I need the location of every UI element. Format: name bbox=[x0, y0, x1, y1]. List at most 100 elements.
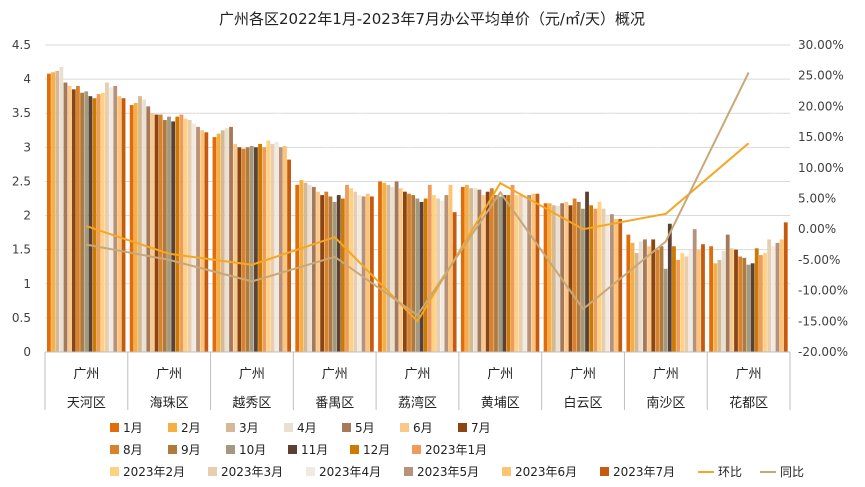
bar bbox=[76, 85, 80, 353]
bar bbox=[676, 259, 681, 352]
category-label: 荔湾区 bbox=[398, 395, 437, 411]
bar bbox=[551, 205, 556, 352]
bar bbox=[311, 186, 316, 352]
bar bbox=[494, 195, 498, 352]
y2-tick-label: 0.00% bbox=[798, 222, 836, 236]
bar bbox=[96, 94, 101, 353]
bar bbox=[204, 132, 209, 352]
bar bbox=[287, 159, 291, 352]
legend-swatch bbox=[306, 467, 315, 476]
bar bbox=[498, 196, 503, 352]
group-label: 广州 bbox=[156, 367, 182, 382]
legend-label: 1月 bbox=[123, 421, 143, 435]
bar bbox=[535, 193, 540, 352]
bar bbox=[783, 222, 788, 352]
bar bbox=[709, 246, 714, 352]
legend-label: 8月 bbox=[123, 443, 143, 457]
bar bbox=[171, 121, 176, 352]
bar bbox=[721, 251, 726, 352]
bar bbox=[564, 201, 569, 352]
line-series bbox=[86, 142, 750, 323]
y-tick-label: 0.5 bbox=[12, 311, 31, 325]
bar bbox=[345, 184, 349, 352]
bar bbox=[121, 98, 126, 353]
bar bbox=[672, 246, 676, 352]
category-label: 花都区 bbox=[729, 395, 768, 411]
bar bbox=[593, 208, 598, 352]
axis-layer: 0 0.5 1 1.5 2 2.5 3 3.5 4 4.5 -20.00% -15.00% -10.00… bbox=[12, 38, 848, 411]
bar bbox=[667, 223, 672, 352]
legend-label: 10月 bbox=[239, 443, 266, 457]
legend-label: 2023年6月 bbox=[515, 465, 577, 479]
y-tick-label: 4.5 bbox=[12, 38, 31, 52]
line-series bbox=[86, 72, 750, 317]
bar bbox=[680, 253, 685, 352]
lines-layer bbox=[86, 72, 750, 323]
bar bbox=[440, 200, 445, 352]
bar bbox=[779, 239, 784, 352]
bar bbox=[378, 181, 382, 352]
legend-swatch bbox=[208, 467, 217, 476]
group-label: 广州 bbox=[570, 367, 596, 382]
legend-label: 2023年1月 bbox=[425, 443, 487, 457]
bar bbox=[278, 147, 283, 352]
category-label: 白云区 bbox=[564, 395, 603, 411]
bar bbox=[717, 259, 722, 352]
bar bbox=[398, 188, 403, 352]
bar bbox=[543, 203, 548, 352]
bar bbox=[663, 268, 668, 352]
bar bbox=[597, 201, 602, 352]
bar bbox=[254, 147, 258, 352]
legend-swatch bbox=[350, 445, 359, 454]
group-label: 广州 bbox=[239, 367, 265, 382]
bar bbox=[229, 126, 233, 353]
bar bbox=[382, 182, 387, 352]
y-tick-label: 2 bbox=[23, 209, 31, 223]
bar bbox=[262, 147, 267, 352]
bar bbox=[303, 182, 308, 352]
bar bbox=[510, 184, 515, 352]
legend-label: 2023年3月 bbox=[221, 465, 283, 479]
bar bbox=[307, 184, 312, 352]
bar bbox=[754, 248, 759, 352]
bar bbox=[531, 193, 536, 352]
bar bbox=[576, 201, 581, 352]
bar bbox=[80, 92, 84, 352]
bar bbox=[154, 114, 159, 352]
bar bbox=[274, 141, 279, 352]
bar bbox=[448, 184, 453, 352]
bar bbox=[138, 96, 142, 352]
bar bbox=[746, 264, 751, 352]
category-label: 越秀区 bbox=[232, 396, 271, 411]
legend-swatch bbox=[458, 423, 467, 432]
bar bbox=[336, 195, 341, 352]
category-label: 南沙区 bbox=[646, 395, 685, 411]
bar bbox=[117, 96, 122, 352]
bar bbox=[146, 106, 151, 353]
y2-tick-label: 15.00% bbox=[798, 130, 844, 144]
bar bbox=[419, 201, 424, 352]
bar bbox=[651, 239, 656, 352]
bar bbox=[100, 92, 105, 352]
bar bbox=[436, 198, 440, 352]
legend-swatch bbox=[404, 467, 413, 476]
bar bbox=[506, 195, 511, 352]
legend-swatch bbox=[600, 467, 609, 476]
legend-label: 5月 bbox=[355, 421, 375, 435]
legend-swatch bbox=[168, 445, 177, 454]
bar bbox=[113, 85, 118, 353]
bar bbox=[572, 198, 577, 352]
bar bbox=[465, 184, 469, 352]
legend-swatch bbox=[110, 445, 119, 454]
category-label: 天河区 bbox=[67, 396, 106, 411]
legend-swatch bbox=[110, 423, 119, 432]
y2-tick-label: 10.00% bbox=[798, 161, 844, 175]
legend-label: 2023年2月 bbox=[123, 465, 185, 479]
bar bbox=[179, 114, 184, 352]
bar bbox=[386, 184, 391, 352]
bar bbox=[84, 91, 89, 352]
bar bbox=[63, 82, 68, 353]
bar bbox=[489, 188, 494, 352]
